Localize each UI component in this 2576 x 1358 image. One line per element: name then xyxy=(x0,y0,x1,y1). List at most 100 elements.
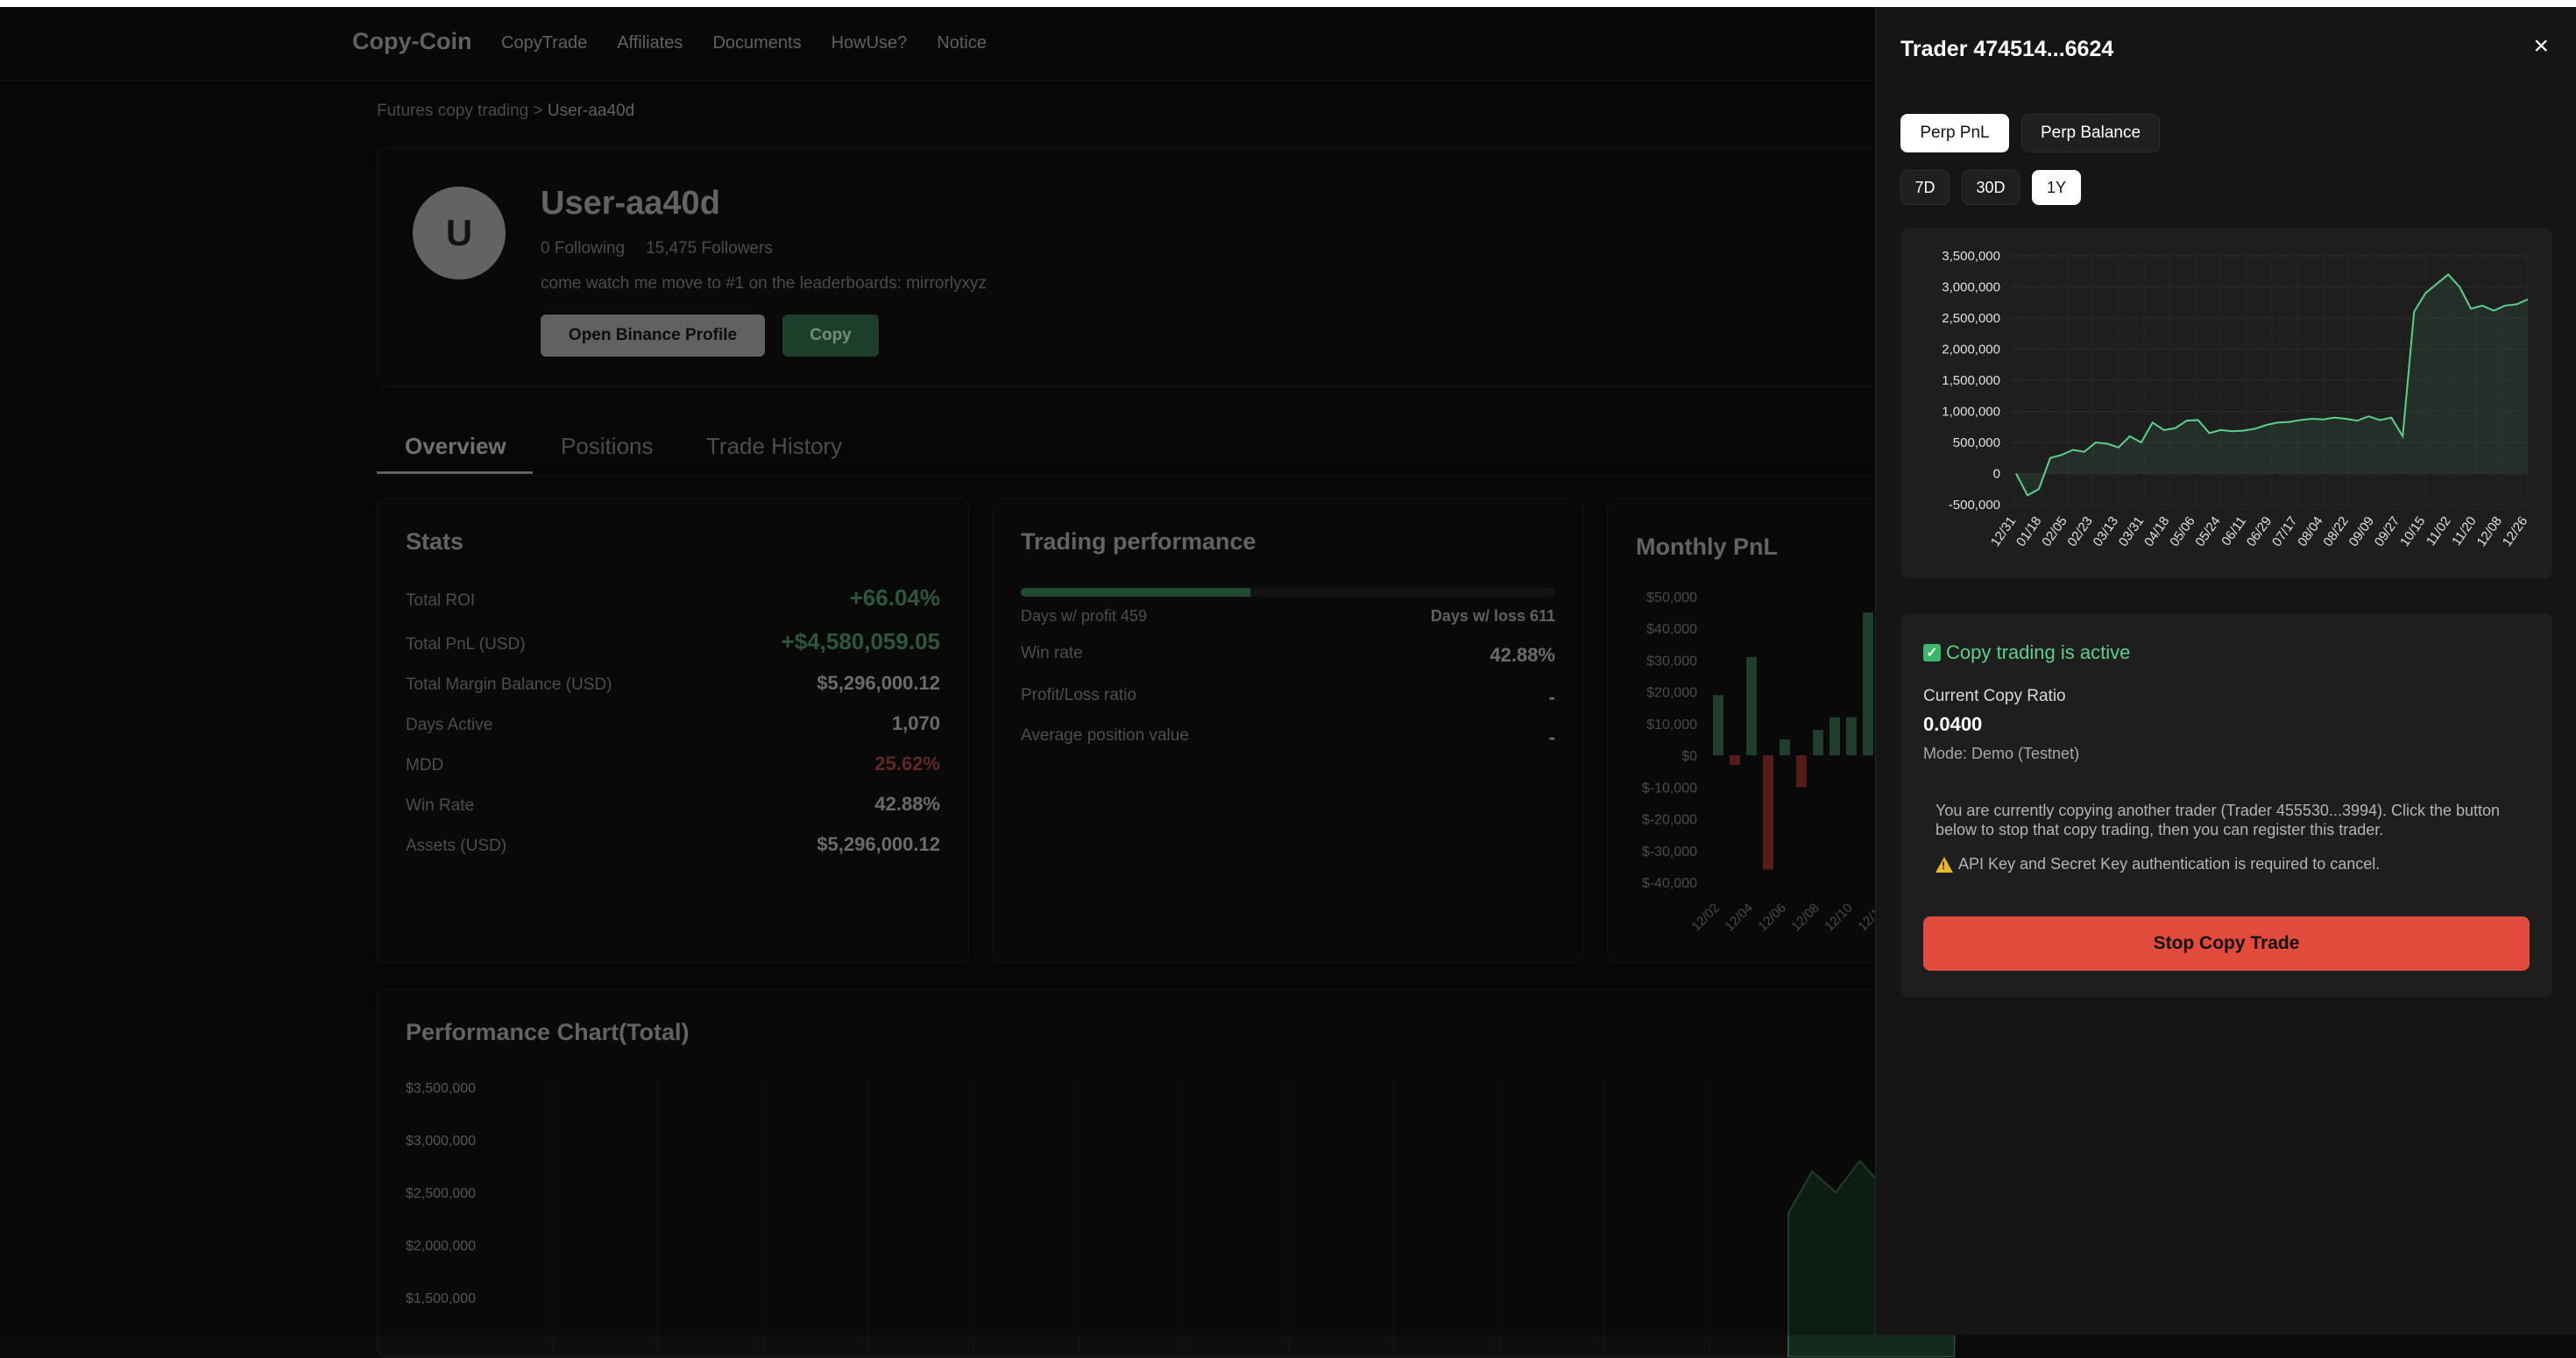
brand-logo[interactable]: Copy-Coin xyxy=(352,28,472,54)
tab-active-underline xyxy=(377,471,533,474)
profile-name: User-aa40d xyxy=(541,185,720,222)
nav-link-howuse[interactable]: HowUse? xyxy=(831,33,908,53)
top-strip xyxy=(0,0,2576,7)
tab-positions[interactable]: Positions xyxy=(561,433,654,459)
stat-row: Assets (USD) $5,296,000.12 xyxy=(406,833,940,856)
y-tick-label: $-20,000 xyxy=(1642,813,1697,828)
close-icon[interactable]: × xyxy=(2533,32,2549,60)
x-tick-label: 12/10 xyxy=(1822,901,1856,935)
profit-loss-days: Days w/ profit 459 Days w/ loss 611 xyxy=(1021,607,1555,626)
monthly-pnl-title: Monthly PnL xyxy=(1636,534,1778,560)
x-tick-label: 12/26 xyxy=(2500,514,2530,550)
breadcrumb: Futures copy trading > User-aa40d xyxy=(377,102,634,121)
nav-link-affiliates[interactable]: Affiliates xyxy=(617,33,683,53)
perf-row: Average position value - xyxy=(1021,726,1555,749)
y-tick-label: $30,000 xyxy=(1646,654,1697,668)
range-1y-button[interactable]: 1Y xyxy=(2032,170,2081,205)
copy-mode: Mode: Demo (Testnet) xyxy=(1923,745,2080,762)
x-tick-label: 10/15 xyxy=(2397,514,2428,550)
stat-row: Win Rate 42.88% xyxy=(406,793,940,816)
pnl-area xyxy=(2016,274,2528,496)
x-tick-label: 11/02 xyxy=(2424,514,2454,549)
check-icon: ✓ xyxy=(1923,644,1941,661)
range-7d-button[interactable]: 7D xyxy=(1900,170,1950,205)
nav-link-documents[interactable]: Documents xyxy=(712,33,802,53)
avatar: U xyxy=(413,187,506,279)
following-count[interactable]: 0 Following xyxy=(541,239,626,258)
y-tick-label: 3,000,000 xyxy=(1942,280,2000,295)
stat-row: Total ROI +66.04% xyxy=(406,584,940,612)
stat-label: Win Rate xyxy=(406,796,475,815)
breadcrumb-current: User-aa40d xyxy=(547,102,635,120)
stat-row: Total Margin Balance (USD) $5,296,000.12 xyxy=(406,672,940,695)
follow-counts: 0 Following 15,475 Followers xyxy=(541,239,773,258)
y-tick-label: $50,000 xyxy=(1646,591,1697,605)
stat-label: Total PnL (USD) xyxy=(406,635,526,654)
y-tick-label: $-40,000 xyxy=(1642,876,1697,891)
pnl-bar xyxy=(1746,656,1757,756)
x-tick-label: 03/31 xyxy=(2116,514,2147,550)
y-tick-label: $40,000 xyxy=(1646,622,1697,637)
tab-perp-balance[interactable]: Perp Balance xyxy=(2021,114,2160,152)
x-tick-label: 05/24 xyxy=(2192,514,2223,550)
x-tick-label: 03/13 xyxy=(2091,514,2121,550)
copy-button[interactable]: Copy xyxy=(782,315,879,357)
copy-active-status: ✓ Copy trading is active xyxy=(1923,641,2130,664)
x-tick-label: 12/02 xyxy=(1688,901,1723,935)
y-tick-label: $-30,000 xyxy=(1642,845,1697,859)
pnl-bar xyxy=(1780,739,1790,756)
stat-label: Assets (USD) xyxy=(406,837,507,855)
warning-text: API Key and Secret Key authentication is… xyxy=(1958,855,2381,873)
y-tick-label: $3,000,000 xyxy=(406,1134,476,1149)
stat-value: $5,296,000.12 xyxy=(817,833,940,855)
stat-row: MDD 25.62% xyxy=(406,753,940,775)
x-tick-label: 09/09 xyxy=(2346,514,2377,550)
x-tick-label: 11/20 xyxy=(2449,514,2480,549)
breadcrumb-parent[interactable]: Futures copy trading xyxy=(377,102,529,120)
tab-overview[interactable]: Overview xyxy=(405,433,506,459)
perf-value: 42.88% xyxy=(1490,644,1555,666)
y-tick-label: $0 xyxy=(1681,749,1697,764)
nav-link-notice[interactable]: Notice xyxy=(937,33,987,53)
x-tick-label: 02/05 xyxy=(2039,514,2070,550)
x-tick-label: 12/31 xyxy=(1988,514,2019,550)
copy-status-card: ✓ Copy trading is active Current Copy Ra… xyxy=(1900,613,2552,997)
y-tick-label: 2,000,000 xyxy=(1942,343,2000,357)
perf-row: Profit/Loss ratio - xyxy=(1021,686,1555,709)
y-tick-label: 500,000 xyxy=(1953,435,2000,450)
x-tick-label: 04/18 xyxy=(2141,514,2172,550)
pnl-bar xyxy=(1846,717,1857,756)
profit-loss-bar xyxy=(1021,588,1555,597)
open-binance-profile-button[interactable]: Open Binance Profile xyxy=(541,315,765,357)
perf-row: Win rate 42.88% xyxy=(1021,644,1555,667)
x-tick-label: 12/08 xyxy=(1788,901,1822,935)
nav-link-copytrade[interactable]: CopyTrade xyxy=(501,33,588,53)
stat-value: 1,070 xyxy=(891,712,940,734)
performance-title: Trading performance xyxy=(1021,528,1256,555)
range-30d-button[interactable]: 30D xyxy=(1962,170,2020,205)
stop-copy-trade-button[interactable]: Stop Copy Trade xyxy=(1923,916,2530,971)
tab-trade-history[interactable]: Trade History xyxy=(706,433,843,459)
followers-count[interactable]: 15,475 Followers xyxy=(646,239,773,258)
y-tick-label: 1,500,000 xyxy=(1942,373,2000,388)
copy-notice-text: You are currently copying another trader… xyxy=(1936,802,2501,838)
copy-ratio-label: Current Copy Ratio xyxy=(1923,687,2066,705)
profit-days: Days w/ profit 459 xyxy=(1021,607,1148,625)
y-tick-label: $-10,000 xyxy=(1642,781,1697,796)
profile-tabs: Overview Positions Trade History xyxy=(377,419,1954,476)
stat-value: 42.88% xyxy=(874,793,940,815)
y-tick-label: 1,000,000 xyxy=(1942,405,2000,420)
x-tick-label: 02/23 xyxy=(2064,514,2095,550)
pnl-bar xyxy=(1863,612,1873,756)
pnl-bar xyxy=(1796,755,1807,788)
stat-label: Total Margin Balance (USD) xyxy=(406,675,612,694)
drawer-title: Trader 474514...6624 xyxy=(1900,37,2114,61)
x-tick-label: 12/08 xyxy=(2474,514,2505,550)
stat-row: Total PnL (USD) +$4,580,059.05 xyxy=(406,628,940,655)
warning-icon: ! xyxy=(1936,856,1953,873)
x-tick-label: 08/22 xyxy=(2320,514,2351,550)
tab-perp-pnl[interactable]: Perp PnL xyxy=(1900,114,2009,152)
pnl-bar xyxy=(1763,755,1773,870)
y-tick-label: 2,500,000 xyxy=(1942,311,2000,326)
copy-ratio-value: 0.0400 xyxy=(1923,713,1983,735)
